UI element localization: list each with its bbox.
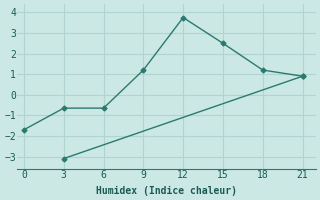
X-axis label: Humidex (Indice chaleur): Humidex (Indice chaleur) (96, 186, 237, 196)
